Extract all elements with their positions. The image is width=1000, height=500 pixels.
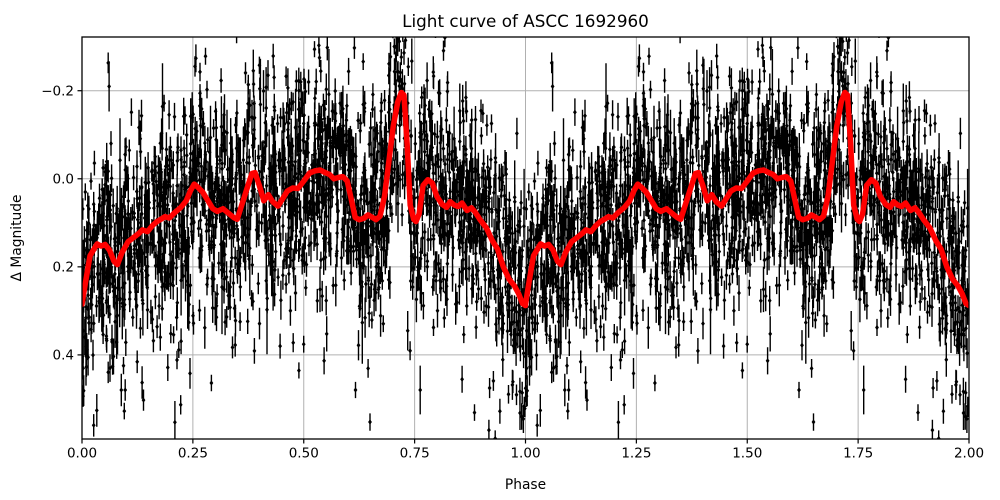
data-layer	[82, 37, 969, 439]
y-tick-label: 0.4	[53, 348, 74, 364]
y-tick-label: −0.2	[41, 83, 74, 99]
x-tick-label: 2.00	[954, 446, 984, 462]
x-tick-label: 0.75	[400, 446, 430, 462]
x-tick-label: 1.25	[621, 446, 651, 462]
x-tick-label: 1.00	[510, 446, 540, 462]
x-tick-label: 1.75	[843, 446, 873, 462]
y-tick-label: 0.2	[53, 260, 74, 276]
marker-layer	[82, 37, 969, 439]
x-tick-label: 0.00	[67, 446, 97, 462]
x-tick-label: 0.25	[178, 446, 208, 462]
tick-label-layer: 0.00 0.25 0.50 0.75 1.00 1.25 1.50 1.75 2.00 −0.2…	[41, 83, 984, 461]
y-tick-label: 0.0	[53, 171, 74, 187]
tick-layer	[77, 90, 970, 444]
x-tick-label: 1.50	[732, 446, 762, 462]
x-axis-label: Phase	[505, 477, 546, 493]
smoothed-curve-line	[82, 89, 969, 309]
y-axis-label: Δ Magnitude	[9, 195, 25, 282]
chart-title: Light curve of ASCC 1692960	[402, 11, 649, 31]
x-tick-label: 0.50	[289, 446, 319, 462]
